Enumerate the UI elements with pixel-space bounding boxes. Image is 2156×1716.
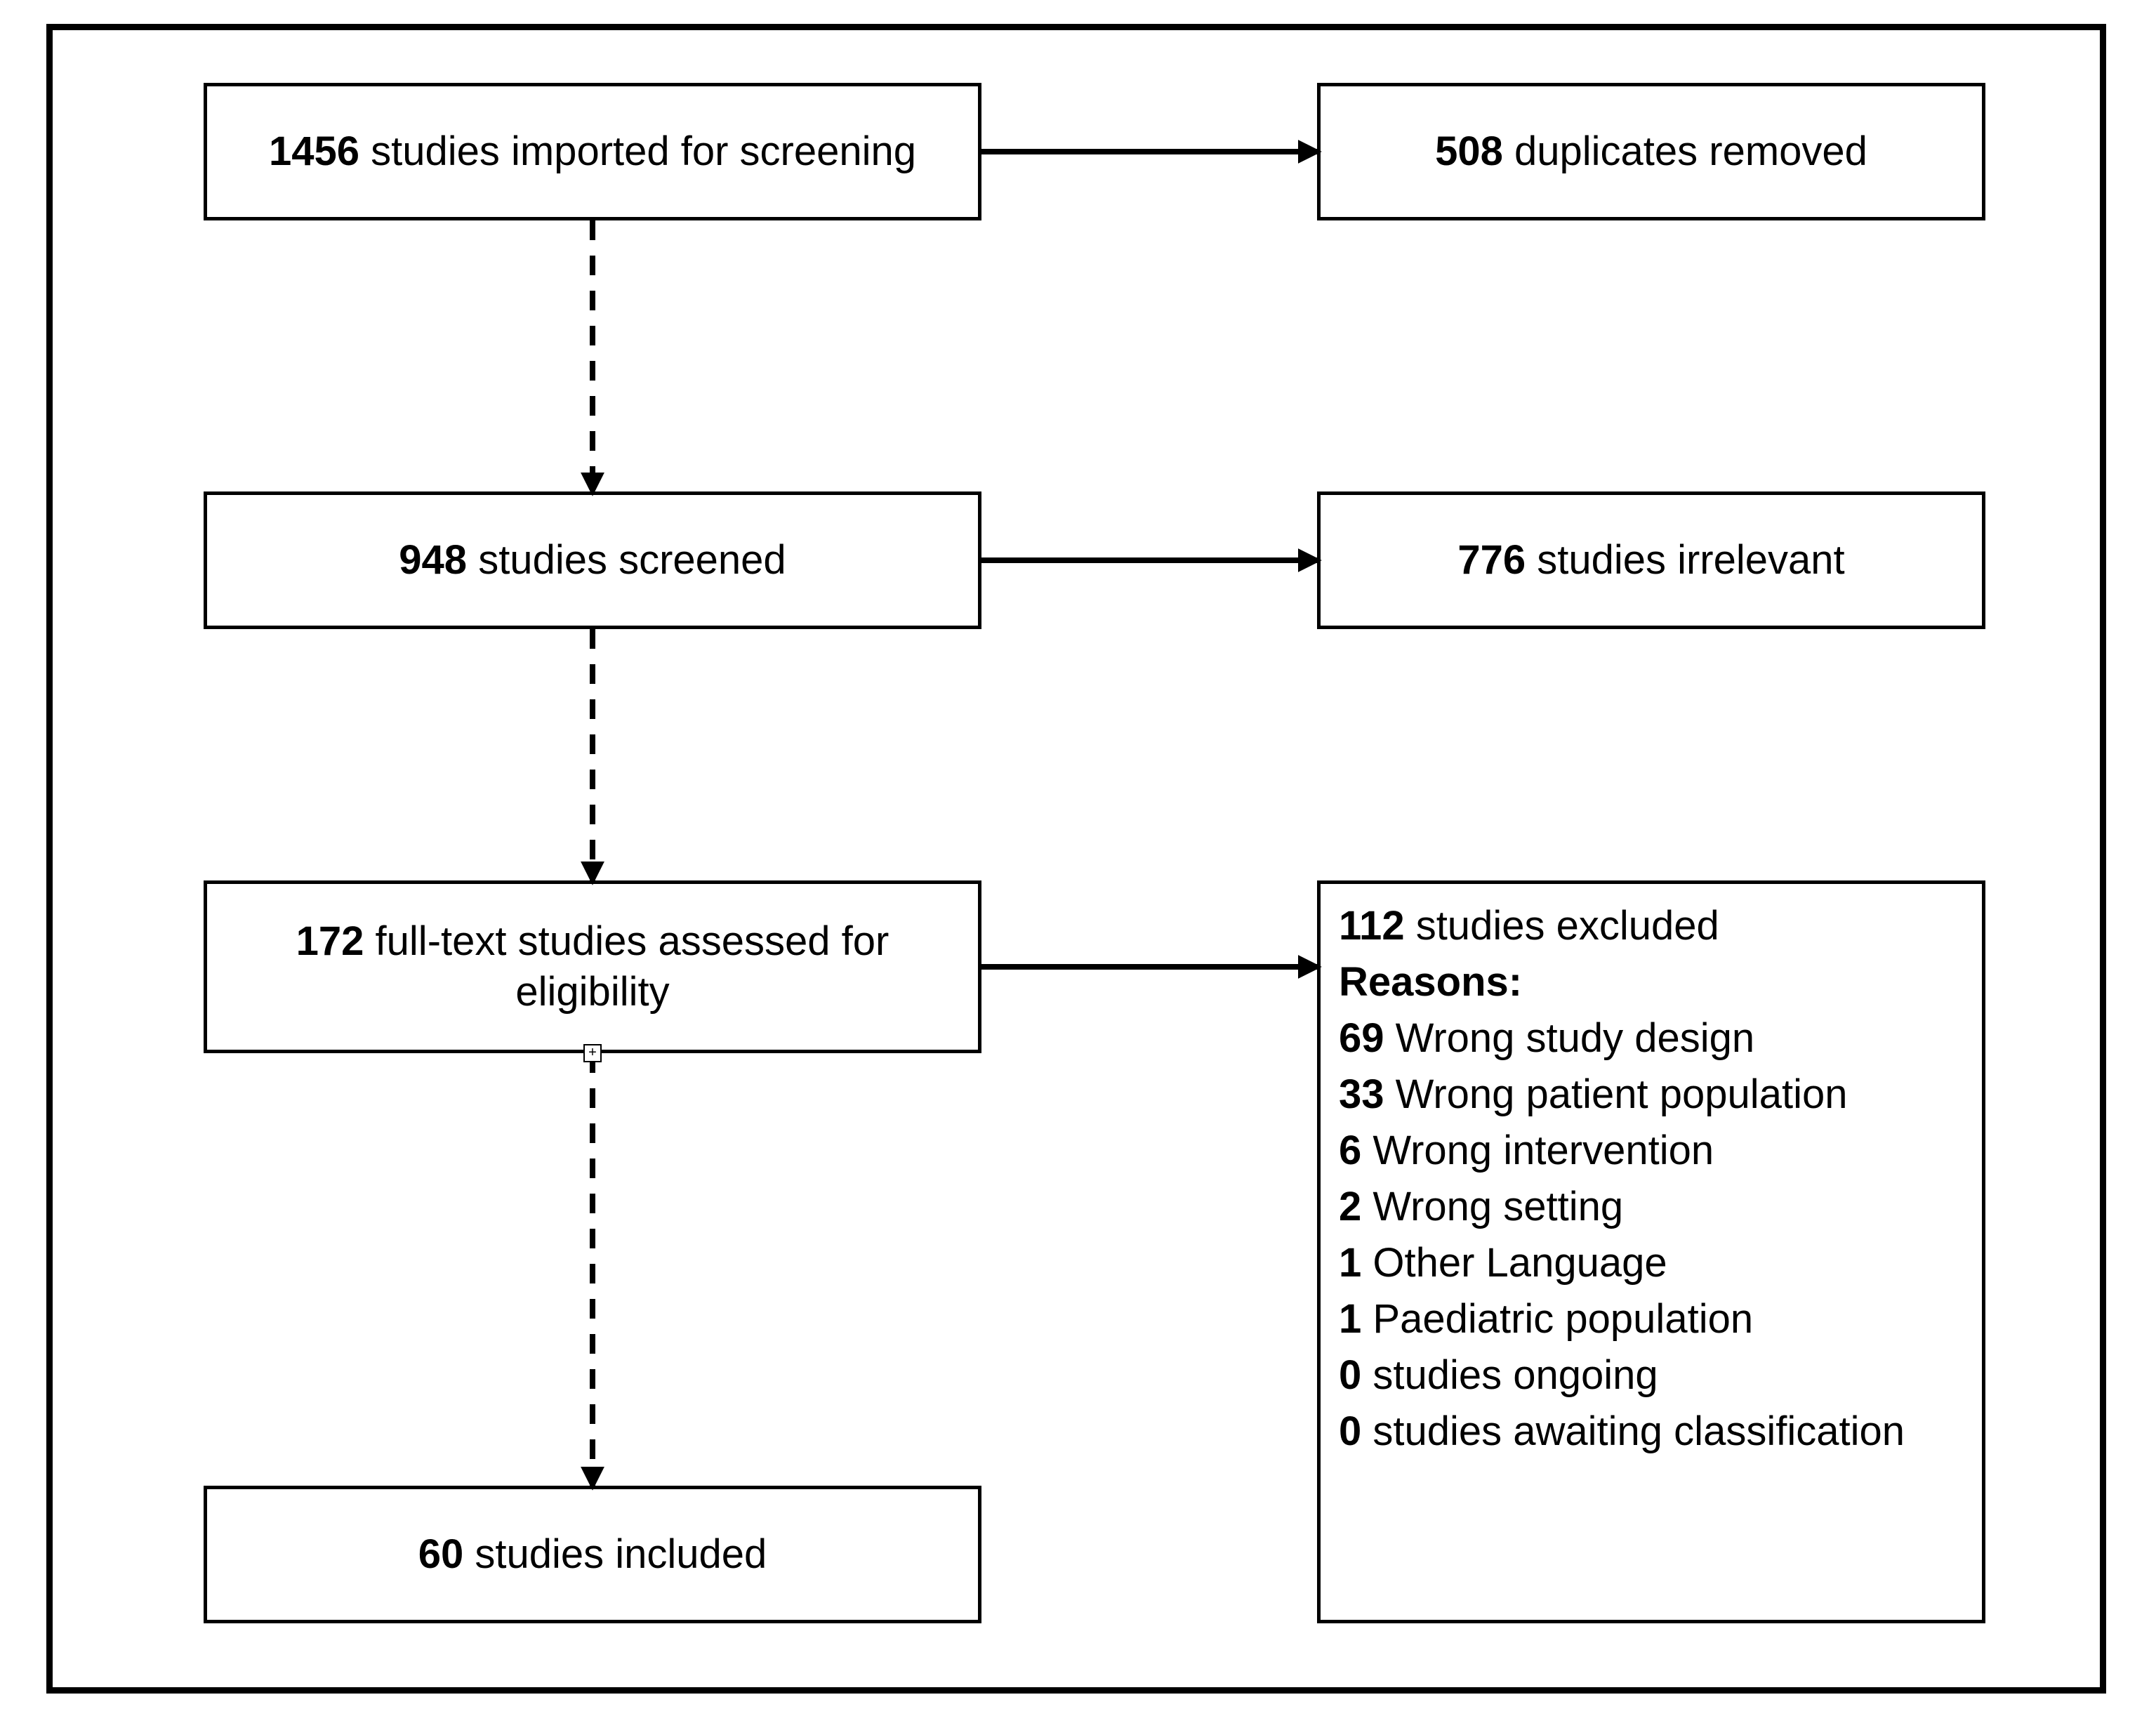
reason-item-0: 69 Wrong study design	[1339, 1010, 1754, 1067]
reasons-header: 112 studies excluded	[1339, 898, 1719, 954]
node-duplicates: 508 duplicates removed	[1317, 83, 1985, 220]
node-fulltext-after: full-text studies assessed for eligibili…	[364, 918, 889, 1015]
node-irrelevant-text: 776 studies irrelevant	[1457, 535, 1844, 586]
node-included-text: 60 studies included	[418, 1529, 767, 1580]
node-screened: 948 studies screened	[204, 491, 981, 629]
reason-item-5: 1 Paediatric population	[1339, 1291, 1753, 1347]
reason-item-3: 2 Wrong setting	[1339, 1179, 1623, 1235]
flowchart-canvas: 1456 studies imported for screening 508 …	[0, 0, 2156, 1716]
node-imported-after: studies imported for screening	[359, 128, 916, 174]
expand-marker-icon: +	[583, 1044, 602, 1062]
reasons-header-after: studies excluded	[1405, 903, 1719, 949]
node-screened-after: studies screened	[467, 537, 786, 583]
node-screened-number: 948	[399, 537, 467, 583]
node-reasons: 112 studies excluded Reasons: 69 Wrong s…	[1317, 880, 1985, 1623]
node-imported: 1456 studies imported for screening	[204, 83, 981, 220]
node-irrelevant-after: studies irrelevant	[1526, 537, 1845, 583]
node-fulltext-text: 172 full-text studies assessed for eligi…	[225, 916, 960, 1018]
reason-item-4: 1 Other Language	[1339, 1235, 1667, 1291]
reason-item-6: 0 studies ongoing	[1339, 1347, 1658, 1404]
reason-item-7: 0 studies awaiting classification	[1339, 1404, 1905, 1460]
node-screened-text: 948 studies screened	[399, 535, 786, 586]
node-imported-number: 1456	[269, 128, 359, 174]
node-imported-text: 1456 studies imported for screening	[269, 126, 916, 178]
node-included-number: 60	[418, 1531, 464, 1577]
node-duplicates-number: 508	[1435, 128, 1503, 174]
node-included-after: studies included	[463, 1531, 767, 1577]
node-irrelevant: 776 studies irrelevant	[1317, 491, 1985, 629]
node-duplicates-after: duplicates removed	[1503, 128, 1867, 174]
reasons-header-number: 112	[1339, 903, 1405, 949]
node-irrelevant-number: 776	[1457, 537, 1526, 583]
node-fulltext-number: 172	[296, 918, 364, 964]
node-fulltext: 172 full-text studies assessed for eligi…	[204, 880, 981, 1053]
reasons-label: Reasons:	[1339, 954, 1522, 1010]
node-duplicates-text: 508 duplicates removed	[1435, 126, 1867, 178]
reason-item-2: 6 Wrong intervention	[1339, 1123, 1714, 1179]
reason-item-1: 33 Wrong patient population	[1339, 1067, 1847, 1123]
node-included: 60 studies included	[204, 1486, 981, 1623]
